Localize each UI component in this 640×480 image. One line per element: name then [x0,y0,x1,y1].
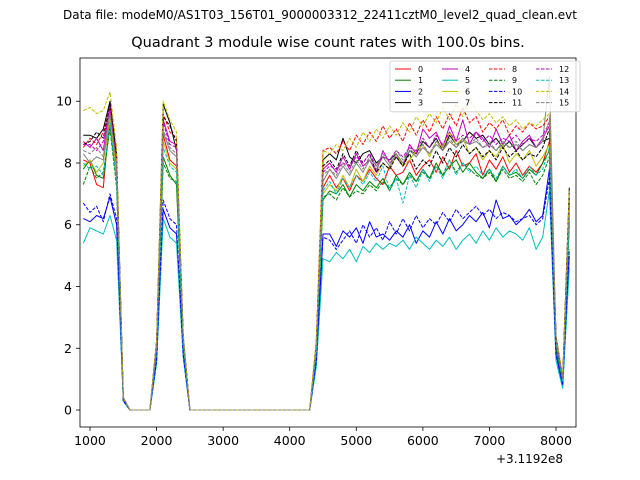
legend-label-1: 1 [418,76,423,85]
legend-label-14: 14 [559,87,569,96]
y-tick-label: 4 [64,279,72,294]
series-line-4 [82,103,570,411]
x-axis-offset-label: +3.1192e8 [496,452,564,466]
y-tick-label: 0 [64,403,72,418]
legend-label-8: 8 [512,65,517,74]
x-tick-label: 7000 [474,433,506,448]
data-file-title: Data file: modeM0/AS1T03_156T01_90000033… [63,8,577,22]
legend-label-13: 13 [559,76,569,85]
series-line-14 [83,91,570,411]
x-tick-label: 6000 [407,433,439,448]
series-line-8 [82,106,570,411]
series-line-15 [83,113,570,411]
x-tick-label: 2000 [141,433,173,448]
series-line-6 [82,116,570,411]
legend-label-12: 12 [559,65,569,74]
legend-label-7: 7 [465,99,470,108]
plot-frame [79,57,577,428]
x-tick-label: 3000 [207,433,239,448]
series-line-13 [82,122,570,411]
legend-label-11: 11 [512,99,522,108]
series-line-10 [82,177,570,411]
series-line-0 [83,113,570,411]
legend-label-9: 9 [512,76,517,85]
x-tick-label: 5000 [340,433,372,448]
series-line-9 [82,128,570,411]
series-line-2 [83,168,570,411]
series-line-7 [82,76,570,411]
legend-label-6: 6 [465,87,470,96]
y-tick-label: 6 [64,217,72,232]
y-tick-label: 8 [64,155,72,170]
legend-label-2: 2 [418,87,423,96]
legend-label-4: 4 [465,65,470,74]
y-tick-label: 2 [64,341,72,356]
legend-label-0: 0 [418,65,423,74]
legend-label-10: 10 [512,87,522,96]
x-tick-label: 4000 [274,433,306,448]
series-line-11 [83,103,570,411]
series-line-5 [82,190,570,411]
legend-label-5: 5 [465,76,470,85]
legend-box [389,60,581,113]
legend-label-3: 3 [418,99,423,108]
legend-label-15: 15 [559,99,569,108]
series-line-12 [83,106,570,411]
chart-title: Quadrant 3 module wise count rates with … [131,35,525,51]
x-tick-label: 1000 [74,433,106,448]
y-tick-label: 10 [56,94,72,109]
x-tick-label: 8000 [540,433,572,448]
